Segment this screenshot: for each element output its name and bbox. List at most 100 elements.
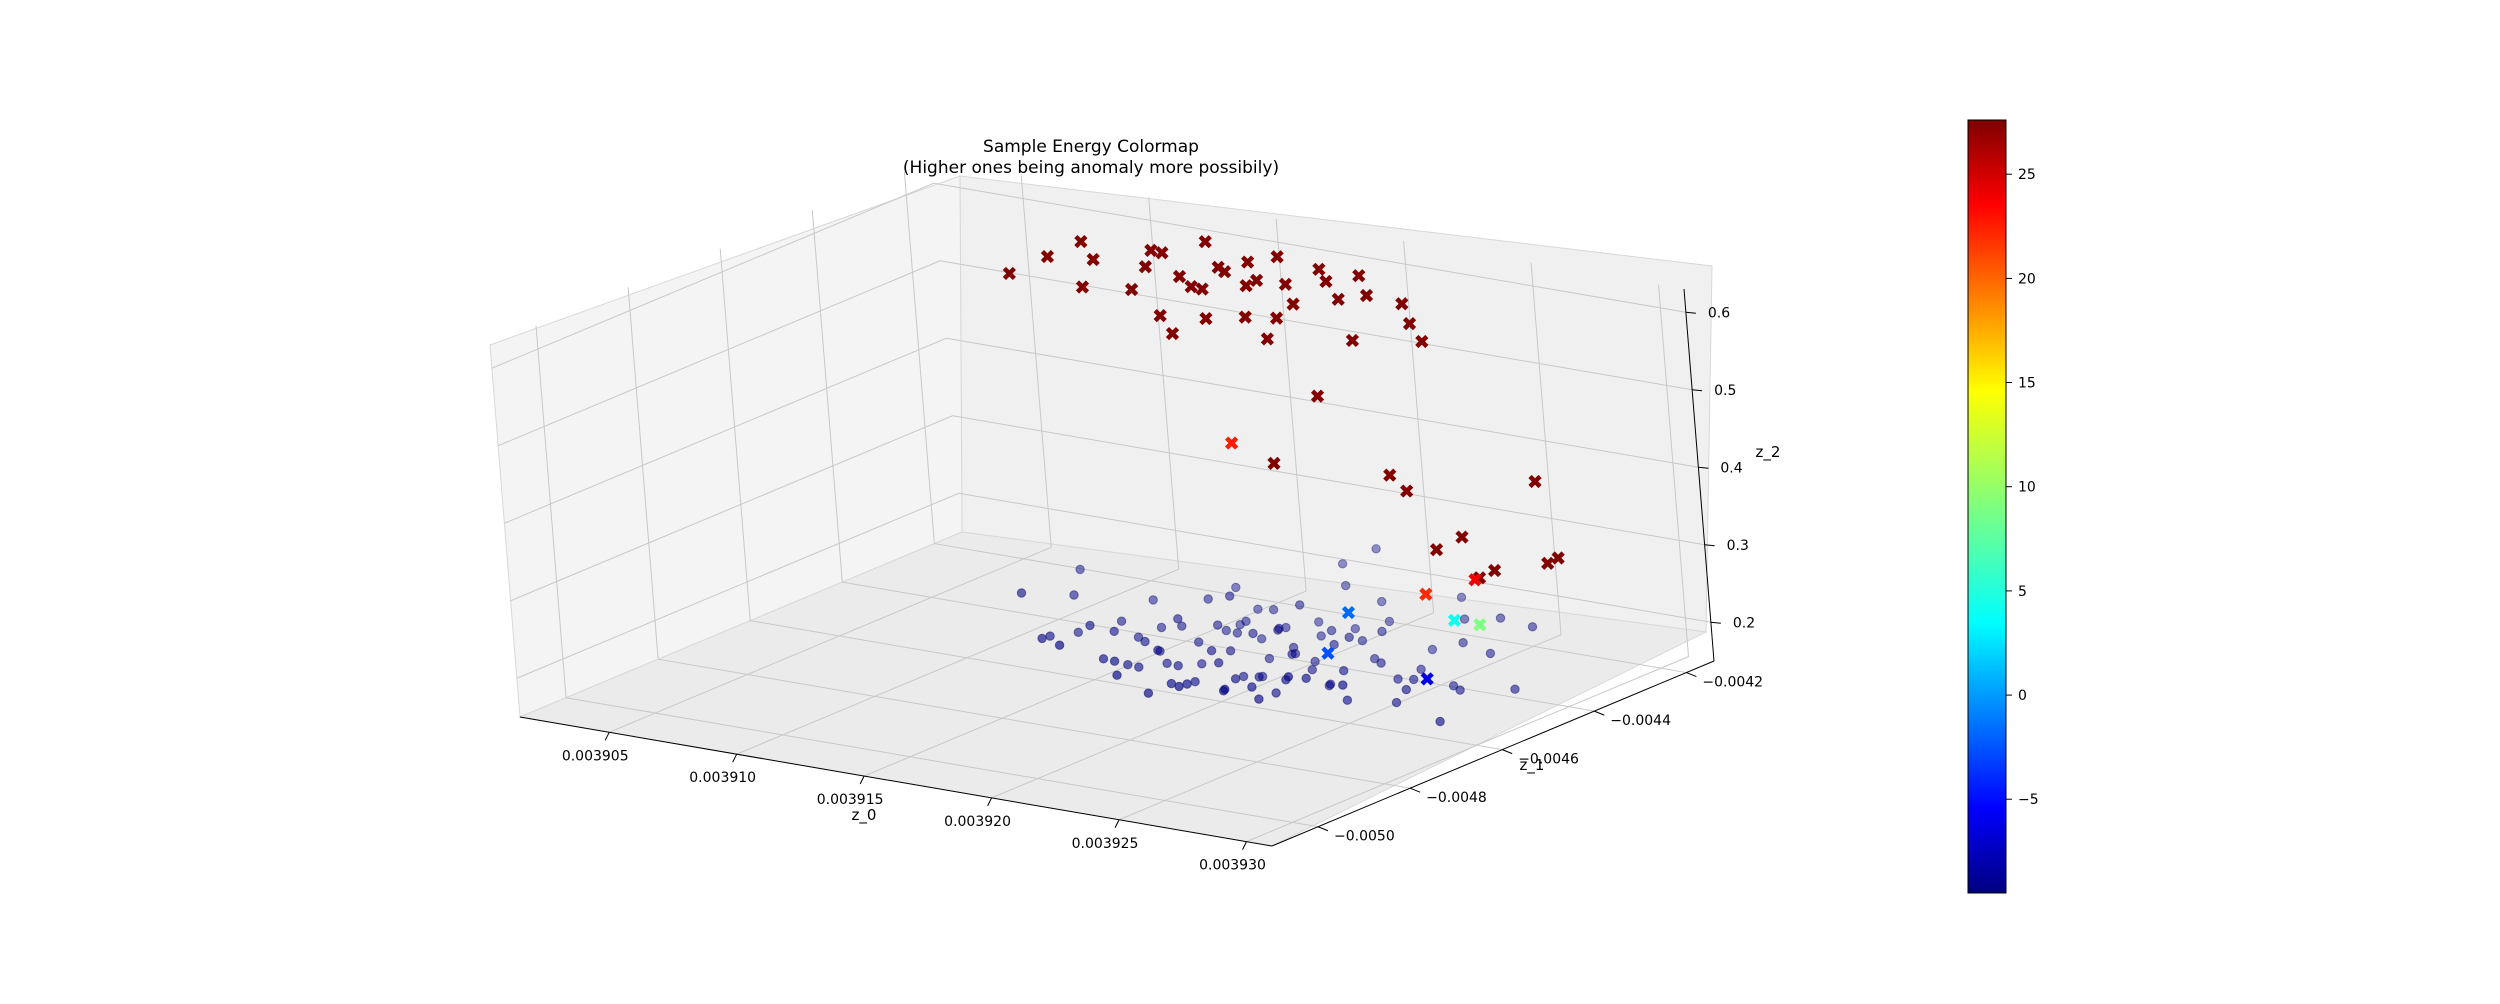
scatter-point-x — [1278, 277, 1293, 291]
z-tick-label: 0.3 — [1727, 538, 1749, 554]
z-grid-line — [958, 492, 1711, 623]
x-tick-mark — [987, 797, 993, 807]
z-tick-label: 0.2 — [1733, 615, 1755, 631]
scatter-point-circle — [1254, 694, 1264, 704]
x-grid-line — [1658, 284, 1690, 657]
scatter-point-circle — [1283, 672, 1294, 682]
x-tick-label: 0.003915 — [817, 792, 884, 808]
scatter-point-circle — [1016, 588, 1027, 598]
scatter-point-x — [1488, 563, 1502, 578]
scatter-point-x — [1341, 605, 1356, 620]
z-grid-line — [497, 260, 941, 447]
x-tick-label: 0.003930 — [1199, 858, 1266, 874]
scatter-point-x — [1238, 310, 1252, 324]
scatter-point-circle — [1344, 632, 1354, 642]
scatter-point-circle — [1329, 639, 1339, 650]
scatter-point-circle — [1339, 666, 1349, 676]
y-tick-label: −0.0050 — [1334, 829, 1395, 845]
chart-subtitle: (Higher ones being anomaly more possibil… — [903, 158, 1279, 178]
scatter-point-x — [1319, 274, 1333, 288]
x-grid-line — [1118, 634, 1562, 821]
scatter-point-x — [1429, 543, 1444, 557]
scatter-point-circle — [1221, 625, 1232, 636]
scatter-point-circle — [1173, 661, 1183, 671]
x-grid-line — [736, 568, 1179, 755]
z-tick-mark — [1692, 389, 1703, 392]
scatter-point-circle — [1174, 681, 1184, 692]
axes: 0.003905 0.003910 0.003915 0.003920 0.003925… — [519, 288, 1763, 874]
y-grid-line — [658, 658, 1411, 789]
z-tick-mark — [1685, 311, 1696, 314]
scatter-point-x — [1528, 474, 1542, 489]
scatter-point-circle — [1230, 674, 1241, 684]
scatter-point-circle — [1416, 664, 1426, 674]
y-grid-line — [811, 210, 843, 583]
grid-lines — [491, 171, 1711, 843]
scatter-point-circle — [1190, 677, 1200, 687]
scatter-point-circle — [1054, 640, 1065, 650]
z-tick-mark — [1698, 466, 1709, 469]
x-tick-label: 0.003925 — [1072, 836, 1139, 852]
scatter-point-x — [1551, 551, 1565, 565]
scatter-point-circle — [1409, 674, 1419, 685]
z-grid-line — [940, 260, 1693, 391]
scatter-point-x — [1138, 260, 1152, 274]
scatter-point-circle — [1301, 673, 1311, 683]
scatter-point-circle — [1274, 623, 1284, 634]
colorbar-tick-label: 15 — [2018, 376, 2036, 392]
scatter-point-circle — [1241, 616, 1251, 626]
scatter-point-circle — [1133, 632, 1144, 642]
y-grid-line — [934, 543, 1687, 674]
scatter-point-circle — [1134, 662, 1144, 672]
x-tick-mark — [732, 753, 738, 763]
z-tick-label: 0.5 — [1714, 383, 1736, 399]
y-tick-mark — [1502, 749, 1513, 755]
y-grid-line — [535, 325, 567, 698]
scatter-point-circle — [1075, 564, 1085, 575]
scatter-point-circle — [1232, 628, 1243, 638]
scatter-point-x — [1239, 279, 1253, 293]
scatter-point-circle — [1206, 646, 1217, 656]
scatter-point-x — [1218, 265, 1232, 279]
x-tick-label: 0.003905 — [562, 748, 629, 764]
scatter-point-x — [1415, 334, 1429, 349]
scatter-point-x — [1269, 311, 1284, 325]
scatter-point-x — [1267, 456, 1281, 470]
x-grid-line — [1403, 240, 1435, 613]
scatter-point-circle — [1371, 544, 1381, 554]
scatter-point-x — [1321, 646, 1335, 660]
scatter-point-circle — [1213, 620, 1223, 630]
scatter-point-circle — [1197, 659, 1207, 669]
y-axis-line — [1271, 660, 1715, 847]
scatter-point-circle — [1194, 637, 1204, 647]
scatter-point-circle — [1148, 595, 1158, 605]
scatter-point-circle — [1153, 645, 1163, 655]
scatter-point-circle — [1257, 634, 1267, 644]
x-tick-mark — [859, 775, 865, 785]
scatter-point-x — [1002, 266, 1016, 281]
scatter-point-x — [1400, 484, 1414, 498]
scatter-point-x — [1249, 273, 1264, 287]
scatter-point-circle — [1341, 580, 1351, 591]
scatter-point-x — [1345, 333, 1360, 348]
scatter-point-circle — [1307, 665, 1318, 675]
scatter-point-x — [1195, 282, 1209, 296]
z-tick-mark — [1710, 621, 1721, 624]
x-grid-line — [609, 546, 1052, 733]
scatter-point-circle — [1376, 658, 1386, 668]
scatter-point-circle — [1495, 613, 1506, 623]
scatter-point-x — [1124, 282, 1139, 297]
z-tick-label: 0.6 — [1708, 305, 1730, 321]
scatter-point-circle — [1238, 671, 1249, 682]
y-axis-label: z_1 — [1520, 756, 1545, 775]
colorbar-tick-label: 25 — [2018, 167, 2036, 183]
scatter-point-circle — [1220, 684, 1230, 694]
scatter-point-circle — [1182, 679, 1192, 689]
x-grid-line — [1246, 656, 1689, 843]
scatter-point-circle — [1527, 622, 1538, 632]
scatter-point-x — [1395, 297, 1409, 311]
scatter-point-circle — [1214, 658, 1224, 668]
x-tick-mark — [1242, 841, 1247, 850]
scatter-point-x — [1144, 243, 1158, 257]
